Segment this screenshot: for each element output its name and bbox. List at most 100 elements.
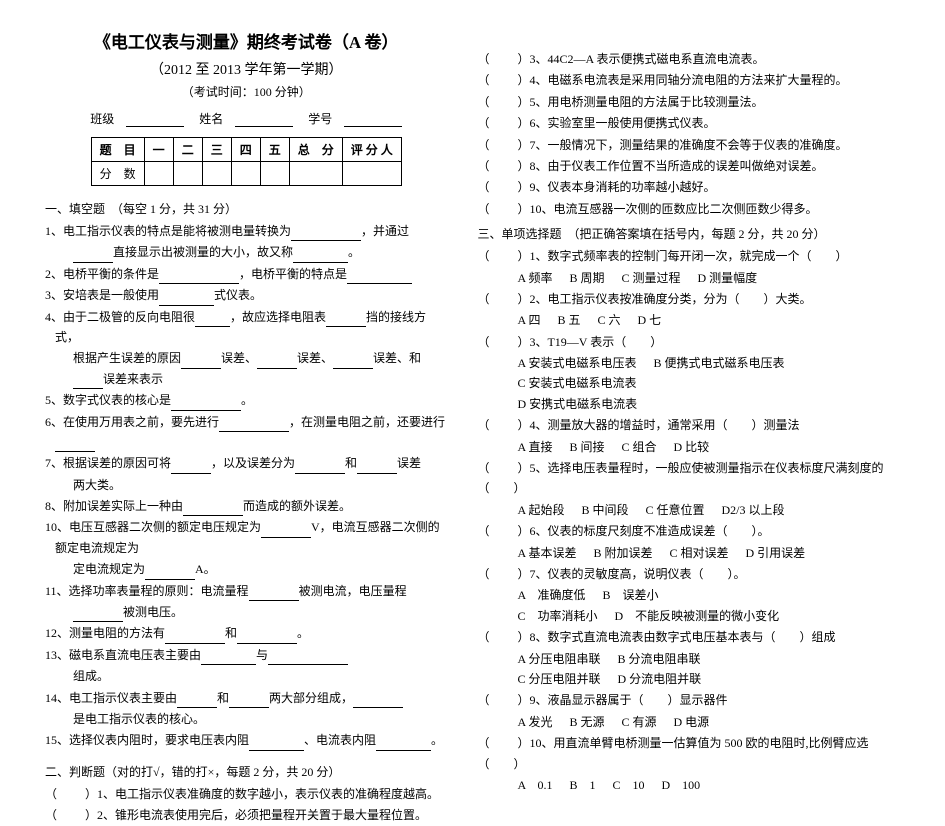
mc8-opts2: C 分压电阻并联 D 分流电阻并联 xyxy=(477,669,900,689)
q4-line2: 根据产生误差的原因误差、误差、误差、和误差来表示 xyxy=(45,348,447,389)
q13-line2: 组成。 xyxy=(45,666,447,686)
text: ）8、数字式直流电流表由数字式电压基本表与（ ）组成 xyxy=(517,630,835,644)
q1: 1、电工指示仪表的特点是能将被测电量转换为 ，并通过 xyxy=(45,221,447,241)
mc9-opts: A 发光 B 无源 C 有源 D 电源 xyxy=(477,712,900,732)
text: ）7、一般情况下，测量结果的准确度不会等于仪表的准确度。 xyxy=(517,138,847,152)
opt: B 周期 xyxy=(569,268,604,288)
text: 。 xyxy=(431,733,443,747)
text: ）4、电磁系电流表是采用同轴分流电阻的方法来扩大量程的。 xyxy=(517,73,847,87)
blank xyxy=(357,462,397,474)
q7: 7、根据误差的原因可将，以及误差分为和误差 xyxy=(45,453,447,473)
blank xyxy=(201,653,256,665)
blank-id xyxy=(344,115,402,127)
label-id: 学号 xyxy=(308,110,332,127)
opt: A 发光 xyxy=(517,712,552,732)
opt: C 安装式电磁系电流表 xyxy=(517,373,636,393)
th: 四 xyxy=(231,138,260,162)
blank xyxy=(73,610,123,622)
blank xyxy=(73,377,103,389)
opt: A 频率 xyxy=(517,268,552,288)
opt: A 四 xyxy=(517,310,540,330)
opt: B 无源 xyxy=(569,712,604,732)
text: ）2、锥形电流表使用完后，必须把量程开关置于最大量程位置。 xyxy=(85,808,427,822)
blank xyxy=(219,420,289,432)
text: 7、根据误差的原因可将 xyxy=(45,456,171,470)
text: ）5、用电桥测量电阻的方法属于比较测量法。 xyxy=(517,95,763,109)
mc6: （）6、仪表的标度尺刻度不准造成误差（ ）。 xyxy=(477,521,900,541)
q15: 15、选择仪表内阻时，要求电压表内阻 、电流表内阻 。 xyxy=(45,730,447,750)
text: ，并通过 xyxy=(361,224,409,238)
text: ）6、实验室里一般使用便携式仪表。 xyxy=(517,116,715,130)
text: 直接显示出被测量的大小，故又称 xyxy=(113,245,293,259)
blank xyxy=(295,462,345,474)
q6: 6、在使用万用表之前，要先进行 ，在测量电阻之前，还要进行 xyxy=(45,412,447,453)
text: ）6、仪表的标度尺刻度不准造成误差（ ）。 xyxy=(517,524,769,538)
blank xyxy=(237,632,297,644)
text: 、电流表内阻 xyxy=(304,733,376,747)
th: 评 分 人 xyxy=(342,138,401,162)
text: 10、电压互感器二次侧的额定电压规定为 xyxy=(45,520,261,534)
opt: B 中间段 xyxy=(581,500,628,520)
text: 组成。 xyxy=(73,669,109,683)
text: ，在测量电阻之前，还要进行 xyxy=(289,415,445,429)
table-row: 题 目 一 二 三 四 五 总 分 评 分 人 xyxy=(91,138,401,162)
blank xyxy=(353,696,403,708)
text: 1、电工指示仪表的特点是能将被测电量转换为 xyxy=(45,224,291,238)
text: ）3、44C2—A 表示便携式磁电系直流电流表。 xyxy=(517,52,764,66)
exam-subtitle: （2012 至 2013 学年第一学期） xyxy=(45,59,447,79)
blank xyxy=(171,399,241,411)
text: 15、选择仪表内阻时，要求电压表内阻 xyxy=(45,733,249,747)
th: 一 xyxy=(144,138,173,162)
text: ）3、T19—V 表示（ ） xyxy=(517,335,662,349)
text: ）1、电工指示仪表准确度的数字越小，表示仪表的准确程度越高。 xyxy=(85,787,439,801)
j9: （）9、仪表本身消耗的功率越小越好。 xyxy=(477,177,900,197)
opt: A 起始段 xyxy=(517,500,564,520)
text: ）10、用直流单臂电桥测量一估算值为 500 欧的电阻时,比例臂应选（ ） xyxy=(477,736,868,770)
opt: D 比较 xyxy=(673,437,709,457)
opt: B 误差小 xyxy=(602,585,658,605)
blank xyxy=(268,653,348,665)
td xyxy=(173,162,202,186)
mc8: （）8、数字式直流电流表由数字式电压基本表与（ ）组成 xyxy=(477,627,900,647)
opt: C 分压电阻并联 xyxy=(517,669,600,689)
j8: （）8、由于仪表工作位置不当所造成的误差叫做绝对误差。 xyxy=(477,156,900,176)
blank xyxy=(261,526,311,538)
blank xyxy=(249,589,299,601)
text: ）8、由于仪表工作位置不当所造成的误差叫做绝对误差。 xyxy=(517,159,823,173)
blank xyxy=(376,739,431,751)
blank xyxy=(171,462,211,474)
text: 误差来表示 xyxy=(103,372,163,386)
mc5-opts: A 起始段 B 中间段 C 任意位置 D2/3 以上段 xyxy=(477,500,900,520)
text: 11、选择功率表量程的原则：电流量程 xyxy=(45,584,249,598)
q3: 3、安培表是一般使用式仪表。 xyxy=(45,285,447,305)
mc6-opts: A 基本误差 B 附加误差 C 相对误差 D 引用误差 xyxy=(477,543,900,563)
opt: D 引用误差 xyxy=(745,543,805,563)
j7: （）7、一般情况下，测量结果的准确度不会等于仪表的准确度。 xyxy=(477,135,900,155)
text: ）9、仪表本身消耗的功率越小越好。 xyxy=(517,180,715,194)
left-column: 《电工仪表与测量》期终考试卷（A 卷） （2012 至 2013 学年第一学期）… xyxy=(30,20,462,635)
blank xyxy=(183,504,243,516)
text: 和 xyxy=(217,691,229,705)
mc3-opts2: D 安携式电磁系电流表 xyxy=(477,394,900,414)
mc4-opts: A 直接 B 间接 C 组合 D 比较 xyxy=(477,437,900,457)
text: 5、数字式仪表的核心是 xyxy=(45,393,171,407)
blank xyxy=(145,568,195,580)
text: 6、在使用万用表之前，要先进行 xyxy=(45,415,219,429)
opt: C 测量过程 xyxy=(621,268,680,288)
opt: D 安携式电磁系电流表 xyxy=(517,394,637,414)
mc1: （）1、数字式频率表的控制门每开闭一次，就完成一个（ ） xyxy=(477,246,900,266)
text: 2、电桥平衡的条件是 xyxy=(45,267,159,281)
opt: B 1 xyxy=(569,775,595,795)
label-class: 班级 xyxy=(90,110,114,127)
q11: 11、选择功率表量程的原则：电流量程被测电流，电压量程 xyxy=(45,581,447,601)
opt: A 准确度低 xyxy=(517,585,585,605)
text: ）1、数字式频率表的控制门每开闭一次，就完成一个（ ） xyxy=(517,249,847,263)
j1: （）1、电工指示仪表准确度的数字越小，表示仪表的准确程度越高。 xyxy=(45,784,447,804)
mc2-opts: A 四 B 五 C 六 D 七 xyxy=(477,310,900,330)
text: 两大类。 xyxy=(73,478,121,492)
opt: C 组合 xyxy=(621,437,656,457)
mc10: （）10、用直流单臂电桥测量一估算值为 500 欧的电阻时,比例臂应选（ ） xyxy=(477,733,900,774)
opt: A 安装式电磁系电压表 xyxy=(517,353,636,373)
mc1-opts: A 频率 B 周期 C 测量过程 D 测量幅度 xyxy=(477,268,900,288)
blank xyxy=(195,315,230,327)
